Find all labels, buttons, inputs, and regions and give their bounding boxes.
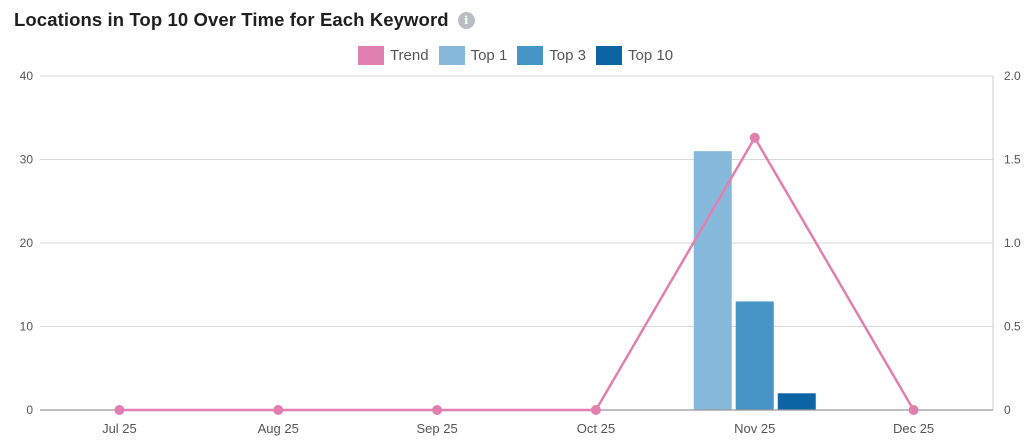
trend-point <box>432 405 443 415</box>
legend-label: Top 10 <box>628 47 674 64</box>
trend-point <box>273 405 284 415</box>
legend-item-trend[interactable]: Trend <box>357 46 429 65</box>
legend-swatch <box>357 46 384 65</box>
x-tick-label: Jul 25 <box>102 421 137 436</box>
x-tick-label: Aug 25 <box>258 421 299 436</box>
y-left-tick-label: 10 <box>20 320 34 334</box>
legend-label: Top 3 <box>549 47 586 64</box>
y-left-tick-label: 20 <box>20 236 34 250</box>
legend-item-top-10[interactable]: Top 10 <box>596 46 673 65</box>
y-right-tick-label: 0 <box>1004 403 1011 417</box>
legend-item-top-3[interactable]: Top 3 <box>517 46 586 65</box>
bar-top-3 <box>735 301 774 410</box>
y-right-tick-label: 1.5 <box>1004 153 1021 167</box>
legend-swatch <box>596 46 622 65</box>
trend-point <box>749 132 760 143</box>
y-left-tick-label: 0 <box>26 403 33 417</box>
legend-label: Trend <box>389 47 429 64</box>
trend-point <box>908 405 919 415</box>
legend-item-top-1[interactable]: Top 1 <box>438 46 508 65</box>
y-right-tick-label: 0.5 <box>1004 320 1021 334</box>
bar-top-1 <box>693 151 732 410</box>
y-right-tick-label: 1.0 <box>1004 236 1021 250</box>
trend-line <box>119 135 915 412</box>
x-tick-label: Nov 25 <box>734 421 775 436</box>
bar-top-10 <box>777 393 816 410</box>
y-left-tick-label: 30 <box>20 153 34 167</box>
legend-swatch <box>517 46 544 65</box>
chart-title: Locations in Top 10 Over Time for Each K… <box>14 9 449 30</box>
x-tick-label: Oct 25 <box>577 421 615 436</box>
trend-point <box>590 405 601 415</box>
x-tick-label: Sep 25 <box>416 421 457 436</box>
y-left-tick-label: 40 <box>20 69 34 83</box>
y-right-tick-label: 2.0 <box>1004 69 1021 83</box>
legend-label: Top 1 <box>470 47 508 64</box>
x-tick-label: Dec 25 <box>893 421 934 436</box>
legend-swatch <box>438 46 465 65</box>
trend-point <box>114 405 125 415</box>
chart-legend: Trend Top 1 Top 3 Top 10 <box>0 46 1031 65</box>
info-icon[interactable]: i <box>457 11 475 29</box>
chart-header: Locations in Top 10 Over Time for Each K… <box>14 9 475 31</box>
